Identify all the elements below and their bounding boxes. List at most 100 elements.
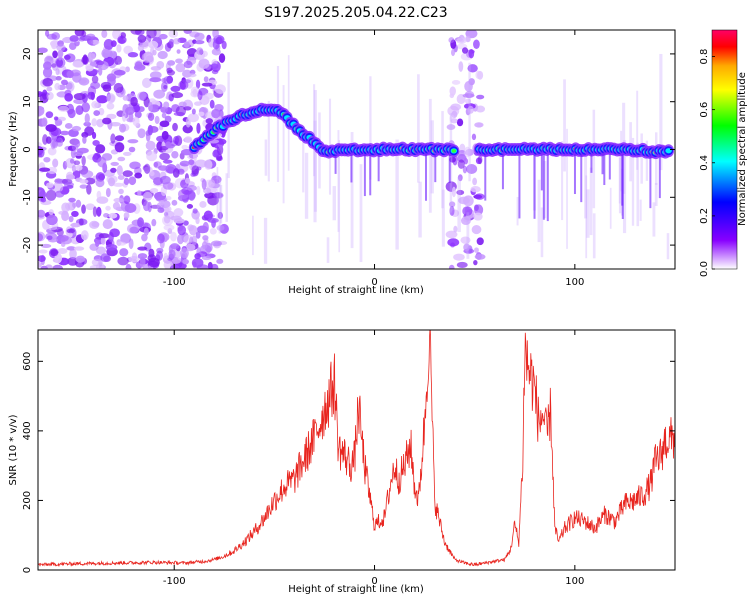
noise-blob <box>75 150 84 156</box>
noise-blob <box>142 200 151 212</box>
noise-blob <box>72 60 84 68</box>
noise-blob <box>173 249 182 258</box>
noise-blob <box>81 30 87 37</box>
noise-blob <box>457 174 463 182</box>
noise-blob <box>474 247 479 254</box>
noise-blob <box>191 108 196 115</box>
noise-blob <box>131 252 138 262</box>
noise-blob <box>52 264 64 269</box>
noise-blob <box>127 52 139 58</box>
noise-blob <box>194 32 205 41</box>
noise-blob <box>475 70 482 79</box>
noise-blob <box>184 136 193 143</box>
noise-blob <box>195 79 201 89</box>
noise-blob <box>195 231 201 239</box>
noise-blob <box>456 118 464 127</box>
y-tick-label: 20 <box>22 48 33 61</box>
streak <box>589 167 593 236</box>
noise-blob <box>38 249 48 254</box>
noise-blob <box>213 191 224 199</box>
noise-blob <box>142 191 153 201</box>
streak <box>216 166 219 223</box>
noise-blob <box>66 174 76 180</box>
noise-blob <box>190 86 199 95</box>
noise-blob <box>170 85 181 93</box>
noise-blob <box>201 241 208 250</box>
noise-blob <box>70 222 81 228</box>
noise-blob <box>173 218 185 224</box>
figure-title: S197.2025.205.04.22.C23 <box>264 5 447 21</box>
noise-blob <box>113 69 126 76</box>
streak <box>264 139 268 176</box>
noise-blob <box>52 181 64 193</box>
noise-blob <box>468 48 475 59</box>
noise-blob <box>75 105 84 116</box>
noise-blob <box>66 228 75 234</box>
noise-blob <box>209 99 215 109</box>
noise-blob <box>186 204 194 209</box>
noise-blob <box>151 127 157 133</box>
streak <box>338 140 341 253</box>
noise-blob <box>96 95 108 104</box>
noise-blob <box>139 256 146 268</box>
noise-blob <box>106 102 115 110</box>
y-tick-label: 200 <box>22 491 33 510</box>
noise-blob <box>137 189 142 197</box>
streak <box>313 84 316 177</box>
noise-blob <box>129 226 139 234</box>
noise-blob <box>128 238 134 250</box>
noise-blob <box>95 144 106 154</box>
streak <box>636 90 639 170</box>
noise-blob <box>171 92 184 99</box>
noise-blob <box>463 243 470 252</box>
noise-blob <box>173 111 185 117</box>
noise-blob <box>123 195 131 205</box>
noise-blob <box>450 103 462 111</box>
noise-blob <box>172 122 178 132</box>
noise-blob <box>47 225 58 231</box>
noise-blob <box>214 84 226 94</box>
streak <box>592 213 596 259</box>
noise-blob <box>91 258 102 267</box>
noise-blob <box>120 233 131 244</box>
noise-blob <box>210 63 219 70</box>
streak <box>441 111 444 209</box>
noise-blob <box>124 203 137 213</box>
noise-blob <box>449 156 456 163</box>
noise-blob <box>137 44 145 52</box>
noise-blob <box>448 201 456 208</box>
noise-blob <box>158 33 168 40</box>
streak <box>263 217 268 264</box>
noise-blob <box>163 76 173 85</box>
noise-blob <box>42 134 48 145</box>
noise-blob <box>464 146 471 158</box>
noise-blob <box>87 91 96 100</box>
ridge-spike <box>621 154 624 219</box>
noise-blob <box>112 182 124 187</box>
noise-blob <box>96 206 102 217</box>
noise-blob <box>38 105 45 117</box>
ridge-spike <box>540 154 543 191</box>
noise-blob <box>477 155 483 165</box>
noise-blob <box>183 41 190 48</box>
streak <box>620 130 623 192</box>
streak <box>430 120 434 194</box>
noise-blob <box>75 255 85 263</box>
noise-blob <box>71 210 79 218</box>
noise-blob <box>187 190 196 201</box>
noise-blob <box>70 148 76 159</box>
noise-blob <box>201 255 212 261</box>
noise-blob <box>445 230 458 239</box>
noise-blob <box>149 188 159 194</box>
ridge-spike <box>518 154 521 219</box>
streak <box>468 62 471 182</box>
noise-blob <box>173 208 184 217</box>
noise-blob <box>154 115 160 125</box>
noise-blob <box>56 44 66 52</box>
noise-blob <box>134 111 142 119</box>
noise-blob <box>68 42 77 50</box>
ridge-blob <box>665 148 672 154</box>
noise-blob <box>457 159 465 169</box>
ridge-spike <box>334 154 337 174</box>
ridge-spike <box>608 154 611 180</box>
